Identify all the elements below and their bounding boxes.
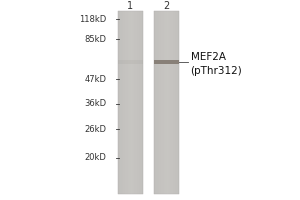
Bar (174, 11, 176, 194)
Bar (172, 11, 173, 194)
Bar (141, 11, 142, 194)
Bar (159, 11, 160, 194)
Bar (138, 11, 140, 194)
Text: MEF2A: MEF2A (190, 52, 226, 62)
Bar (132, 11, 133, 194)
Bar (173, 11, 174, 194)
Bar (128, 11, 129, 194)
Text: (pThr312): (pThr312) (190, 66, 242, 76)
Bar (120, 11, 122, 194)
Text: 85kD: 85kD (85, 34, 106, 44)
Bar (129, 11, 130, 194)
Text: 1: 1 (128, 1, 134, 11)
Text: 2: 2 (164, 1, 169, 11)
Text: 36kD: 36kD (84, 99, 106, 108)
Bar (137, 11, 138, 194)
Bar (160, 11, 161, 194)
Bar (163, 11, 164, 194)
Bar (140, 11, 141, 194)
Bar (158, 11, 159, 194)
Bar (134, 11, 136, 194)
Text: 20kD: 20kD (85, 154, 106, 162)
Bar (136, 11, 137, 194)
Bar (118, 11, 143, 194)
Bar (169, 11, 170, 194)
Bar (127, 11, 128, 194)
Bar (154, 11, 179, 194)
Bar (124, 11, 125, 194)
Bar (125, 11, 127, 194)
Bar (133, 11, 134, 194)
Bar (122, 11, 123, 194)
Bar (118, 11, 119, 194)
Bar (161, 11, 163, 194)
Bar (155, 11, 156, 194)
Bar (167, 11, 168, 194)
Bar (168, 11, 169, 194)
Bar (154, 60, 179, 64)
Bar (165, 11, 166, 194)
Bar (119, 11, 120, 194)
Bar (154, 11, 155, 194)
Text: 26kD: 26kD (85, 124, 106, 134)
Bar (130, 11, 132, 194)
Text: 47kD: 47kD (85, 74, 106, 84)
Bar (142, 11, 143, 194)
Text: 118kD: 118kD (79, 15, 106, 23)
Bar (123, 11, 124, 194)
Bar (177, 11, 178, 194)
Bar (176, 11, 177, 194)
Bar (164, 11, 165, 194)
Bar (178, 11, 179, 194)
Bar (170, 11, 172, 194)
Bar (118, 60, 143, 64)
Bar (156, 11, 158, 194)
